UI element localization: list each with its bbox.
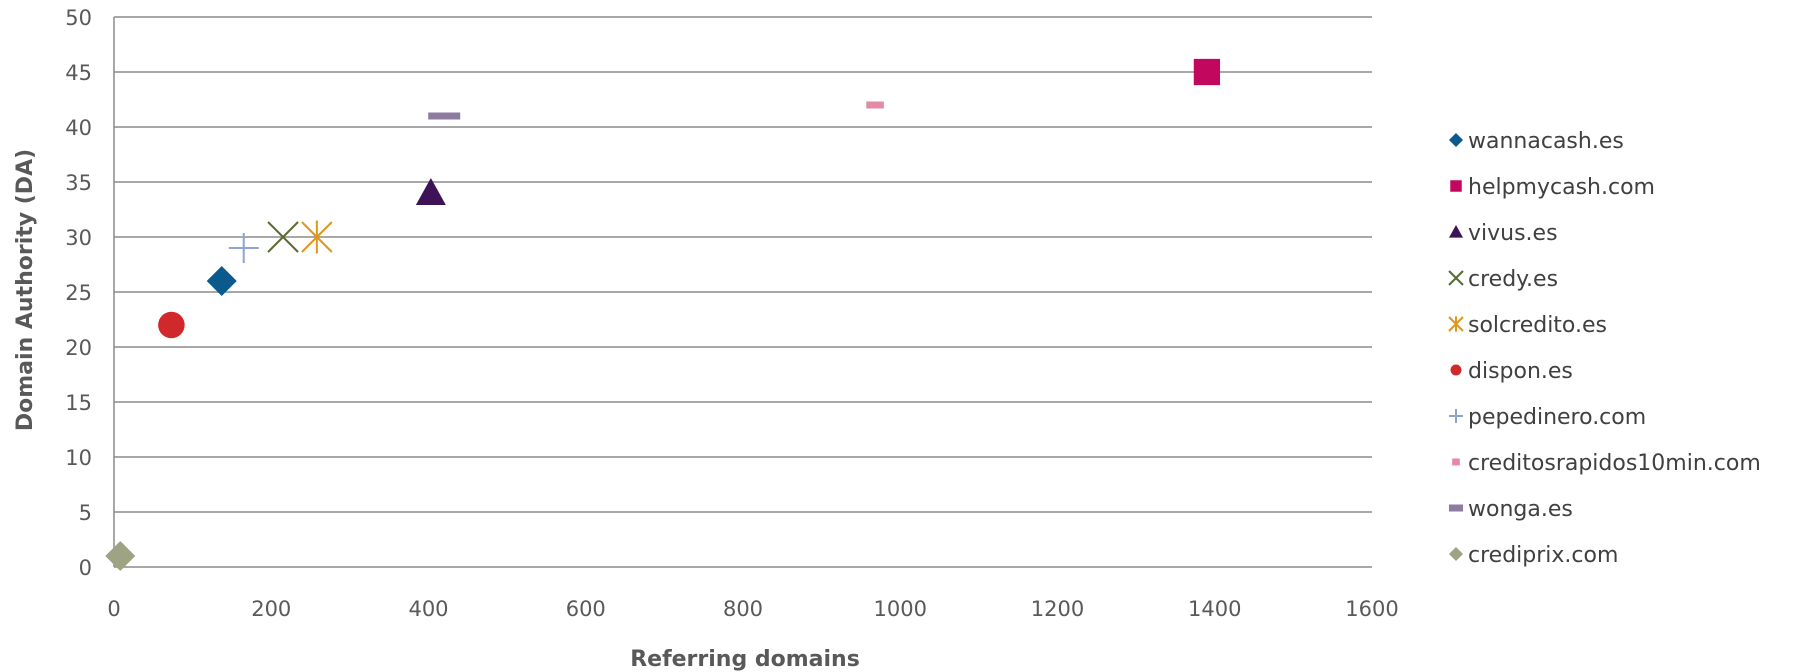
data-point <box>228 233 259 263</box>
y-axis-ticks: 0 5 10 15 20 25 30 35 40 45 50 <box>65 6 92 580</box>
legend-label: pepedinero.com <box>1468 405 1646 430</box>
y-tick-label: 45 <box>65 61 92 85</box>
data-point <box>105 541 136 571</box>
legend-label: solcredito.es <box>1468 313 1607 338</box>
gridlines <box>114 16 1372 513</box>
legend-item: dispon.es <box>1450 359 1573 384</box>
legend-item: helpmycash.com <box>1450 175 1655 200</box>
data-point <box>267 221 299 253</box>
data-point <box>206 266 237 296</box>
x-tick-label: 200 <box>251 597 291 621</box>
y-axis-title: Domain Authority (DA) <box>13 149 38 431</box>
y-tick-label: 5 <box>79 501 92 525</box>
x-axis-title: Referring domains <box>630 647 860 672</box>
y-tick-label: 20 <box>65 336 92 360</box>
legend-marker <box>1449 409 1463 423</box>
x-tick-label: 0 <box>107 597 120 621</box>
data-points <box>105 58 1221 571</box>
legend-marker <box>1448 316 1464 332</box>
y-tick-label: 40 <box>65 116 92 140</box>
data-point <box>158 311 185 339</box>
legend-marker <box>1450 180 1462 192</box>
y-tick-label: 15 <box>65 391 92 415</box>
legend-marker <box>1449 504 1463 512</box>
x-tick-label: 1200 <box>1031 597 1084 621</box>
legend-label: credy.es <box>1468 267 1558 292</box>
y-tick-label: 25 <box>65 281 92 305</box>
data-point <box>866 101 884 109</box>
legend-marker <box>1449 547 1463 561</box>
legend-label: wonga.es <box>1468 497 1573 522</box>
legend-item: wannacash.es <box>1449 129 1624 154</box>
legend-item: crediprix.com <box>1449 543 1618 568</box>
y-tick-label: 35 <box>65 171 92 195</box>
data-point <box>428 112 461 120</box>
x-tick-label: 800 <box>723 597 763 621</box>
y-tick-label: 0 <box>79 556 92 580</box>
y-tick-label: 50 <box>65 6 92 30</box>
legend-label: wannacash.es <box>1468 129 1624 154</box>
x-tick-label: 600 <box>566 597 606 621</box>
legend-label: vivus.es <box>1468 221 1558 246</box>
legend-item: pepedinero.com <box>1449 405 1646 430</box>
legend-marker <box>1452 458 1460 466</box>
legend-item: solcredito.es <box>1448 313 1607 338</box>
x-tick-label: 1400 <box>1188 597 1241 621</box>
legend-marker <box>1450 364 1462 376</box>
legend-item: creditosrapidos10min.com <box>1452 451 1761 476</box>
legend-label: helpmycash.com <box>1468 175 1655 200</box>
y-tick-label: 10 <box>65 446 92 470</box>
x-tick-label: 400 <box>408 597 448 621</box>
x-axis-ticks: 0 200 400 600 800 1000 1200 1400 1600 <box>107 597 1398 621</box>
data-point <box>415 178 446 205</box>
legend-marker <box>1449 225 1463 238</box>
legend-item: vivus.es <box>1449 221 1558 246</box>
legend-marker <box>1448 270 1464 286</box>
legend-label: crediprix.com <box>1468 543 1618 568</box>
legend-label: creditosrapidos10min.com <box>1468 451 1761 476</box>
legend-label: dispon.es <box>1468 359 1573 384</box>
data-point <box>1193 58 1221 86</box>
data-point <box>301 220 333 254</box>
x-tick-label: 1000 <box>874 597 927 621</box>
legend-item: wonga.es <box>1449 497 1573 522</box>
y-tick-label: 30 <box>65 226 92 250</box>
legend-item: credy.es <box>1448 267 1558 292</box>
x-tick-label: 1600 <box>1345 597 1398 621</box>
legend: wannacash.es helpmycash.com vivus.es credy.… <box>1448 129 1761 568</box>
legend-marker <box>1449 133 1463 147</box>
